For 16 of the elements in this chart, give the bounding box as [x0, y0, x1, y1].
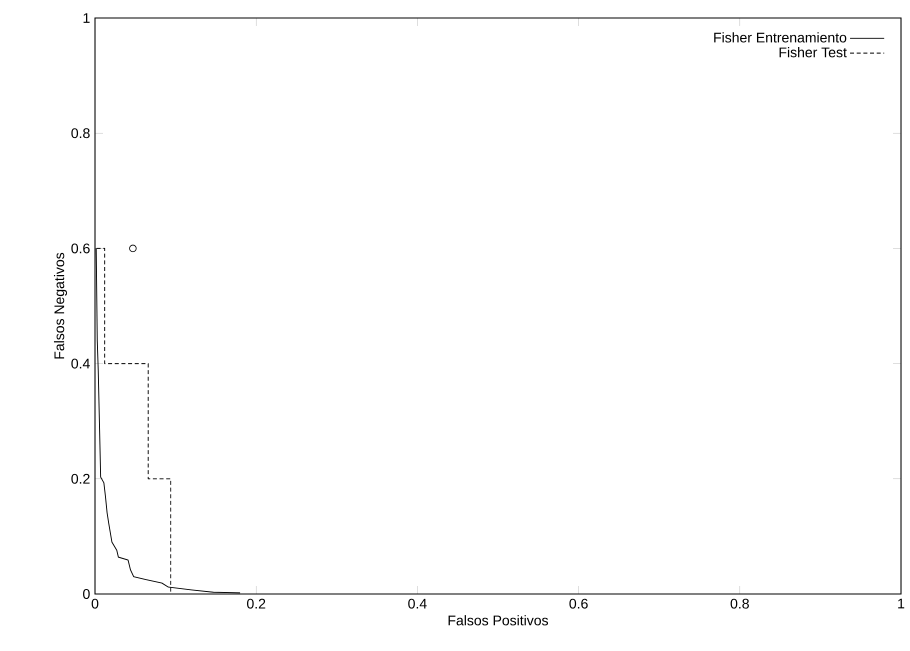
y-tick-label: 0.4	[71, 358, 90, 369]
x-tick-label: 0.4	[408, 598, 427, 609]
y-tick-label: 0.2	[71, 474, 90, 484]
y-tick-label: 0.8	[71, 128, 90, 138]
x-tick-label: 0	[92, 598, 98, 609]
legend-label: Fisher Entrenamiento	[714, 32, 846, 43]
x-tick-label: 1	[898, 598, 904, 608]
legend-label: Fisher Test	[780, 47, 847, 58]
x-tick-label: 0.2	[247, 598, 266, 609]
y-tick-label: 0.6	[71, 243, 90, 254]
y-tick-label: 0	[83, 589, 90, 599]
x-tick-label: 0.6	[569, 598, 588, 609]
y-tick-label: 1	[84, 13, 90, 23]
y-axis-title: Falsos Negativos	[54, 252, 68, 359]
x-tick-label: 0.8	[730, 598, 749, 609]
x-axis-title: Falsos Positivos	[448, 615, 548, 626]
